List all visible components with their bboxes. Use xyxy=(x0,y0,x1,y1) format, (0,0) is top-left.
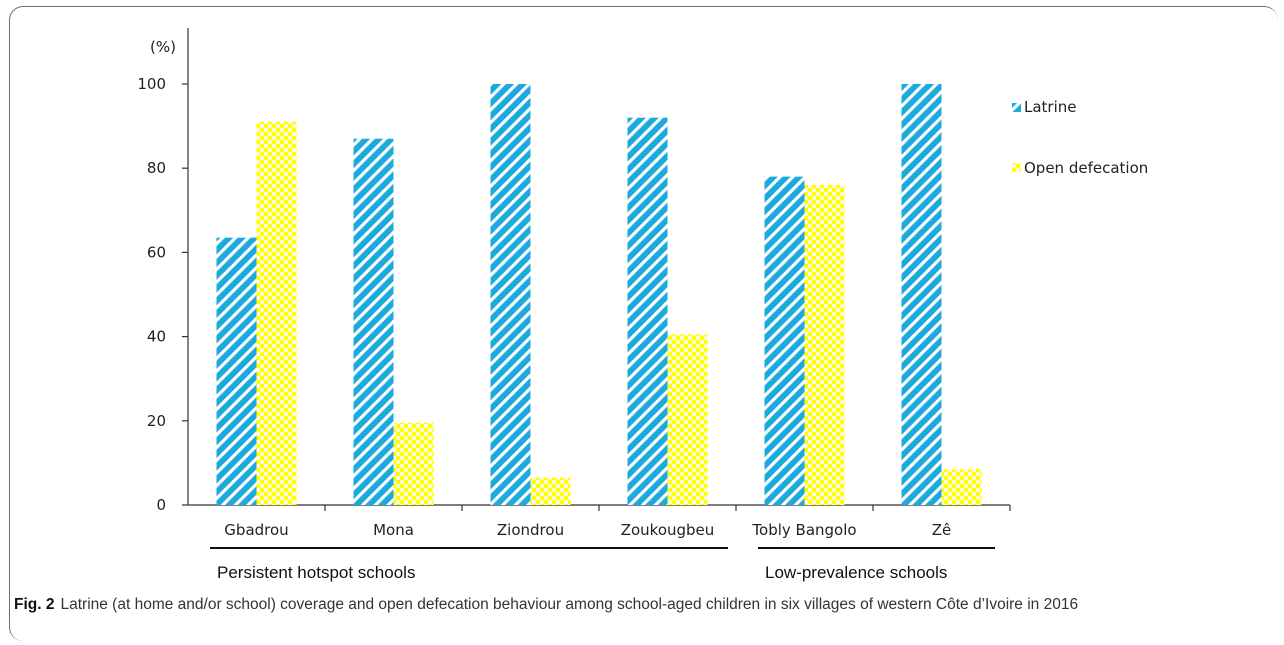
y-tick-label: 0 xyxy=(156,496,166,514)
bar-open-defecation xyxy=(804,185,845,506)
bar-open-defecation xyxy=(941,469,982,505)
bars xyxy=(216,84,1011,511)
group-label: Low-prevalence schools xyxy=(765,563,947,582)
x-tick-label: Ziondrou xyxy=(497,521,564,539)
bar-latrine xyxy=(490,84,531,505)
y-tick-label: 80 xyxy=(147,159,166,177)
y-tick-label: 100 xyxy=(137,75,166,93)
group-label: Persistent hotspot schools xyxy=(217,563,415,582)
group-brackets: Persistent hotspot schools Low-prevalence… xyxy=(210,547,995,582)
bar-open-defecation xyxy=(667,334,708,505)
y-axis-unit-label: (%) xyxy=(150,38,176,56)
bar-latrine xyxy=(901,84,942,505)
y-tick-label: 40 xyxy=(147,328,166,346)
bar-latrine xyxy=(353,138,394,506)
y-tick-label: 20 xyxy=(147,412,166,430)
bar-open-defecation xyxy=(256,121,297,505)
x-tick-label: Zoukougbeu xyxy=(621,521,715,539)
bar-latrine xyxy=(627,117,668,506)
legend-swatch-open-defecation xyxy=(1012,163,1021,172)
bar-chart: (%) 0 20 40 60 80 100 Gbadrou Mona Ziondrou Zouk… xyxy=(137,28,1148,582)
x-tick-label: Zê xyxy=(932,521,952,539)
y-tick-label: 60 xyxy=(147,243,166,261)
bar-latrine xyxy=(764,176,805,505)
x-tick-label: Gbadrou xyxy=(224,521,288,539)
figure-caption: Fig. 2 Latrine (at home and/or school) co… xyxy=(14,595,1194,615)
bar-open-defecation xyxy=(393,422,434,505)
x-axis-labels: Gbadrou Mona Ziondrou Zoukougbeu Tobly Bango… xyxy=(224,521,951,539)
x-tick-label: Mona xyxy=(373,521,414,539)
legend-swatch-latrine xyxy=(1012,103,1021,112)
legend-label-open-defecation: Open defecation xyxy=(1024,159,1148,177)
x-tick-label: Tobly Bangolo xyxy=(751,521,856,539)
figure-number: Fig. 2 xyxy=(14,596,55,613)
bar-latrine xyxy=(216,237,257,506)
figure-frame xyxy=(9,6,1278,641)
legend: Latrine Open defecation xyxy=(1012,98,1148,177)
legend-label-latrine: Latrine xyxy=(1024,98,1077,116)
caption-text: Latrine (at home and/or school) coverage… xyxy=(60,596,1079,613)
bar-open-defecation xyxy=(530,477,571,505)
